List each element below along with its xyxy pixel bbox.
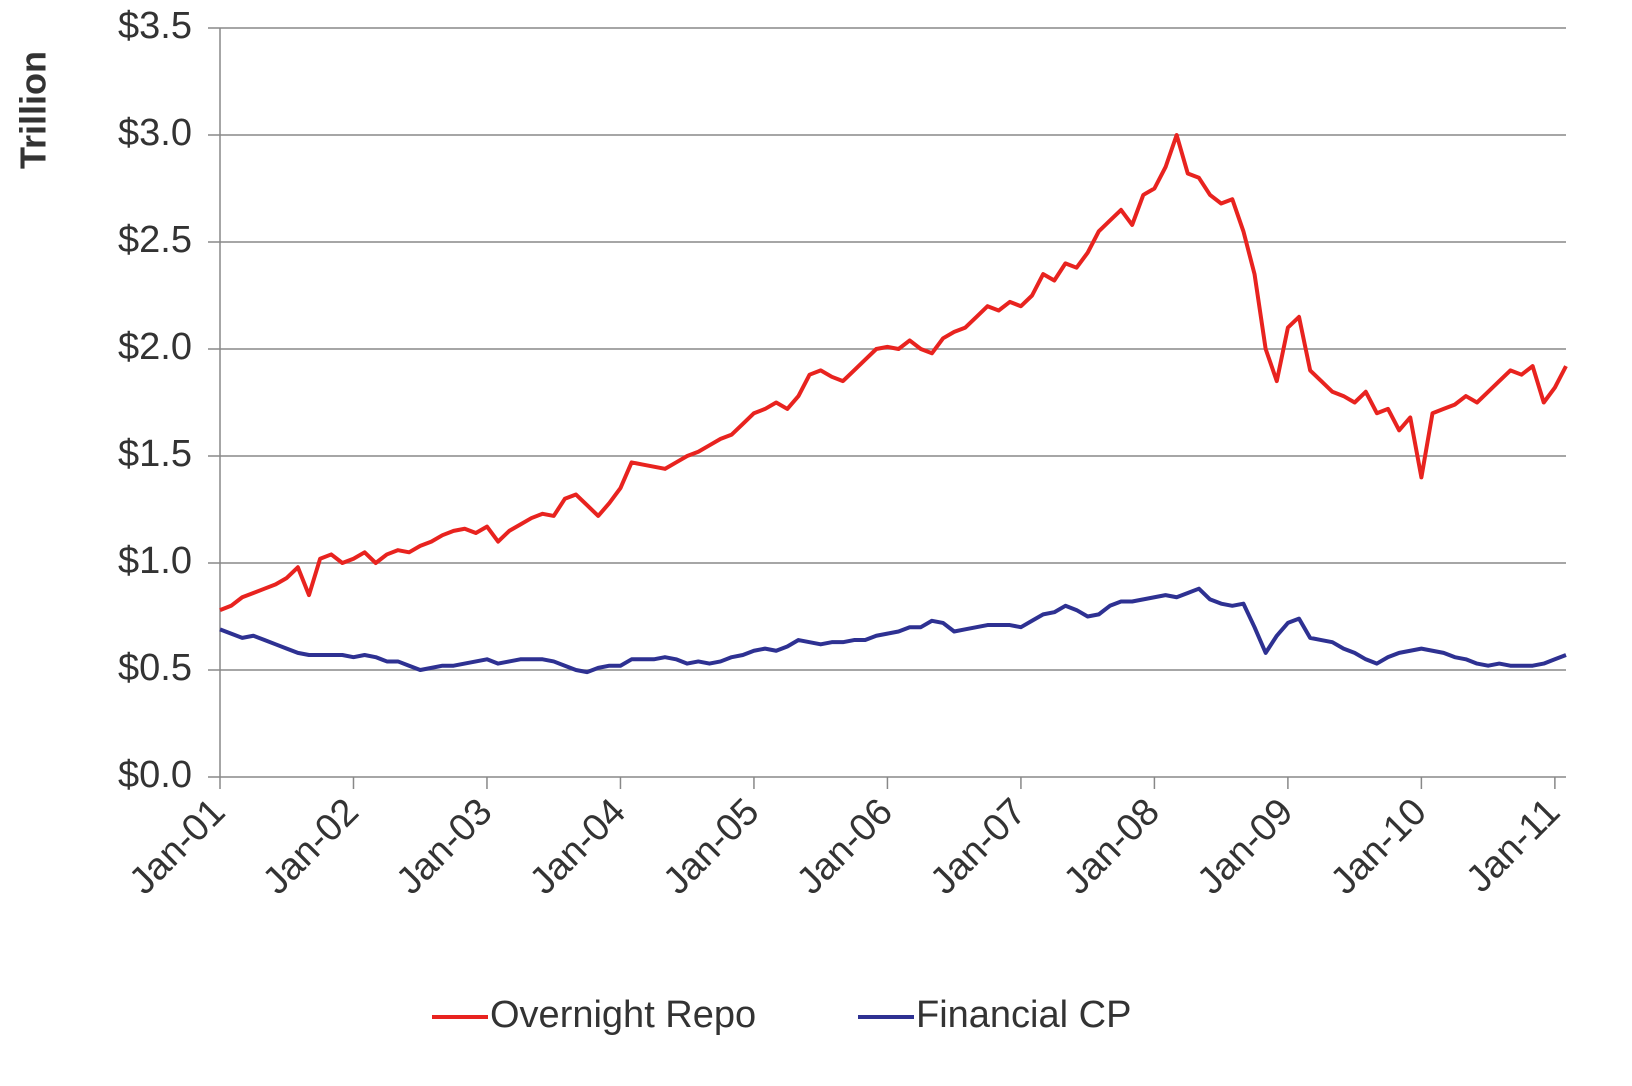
y-tick-label: $1.0	[118, 540, 192, 582]
x-tick-label: Jan-10	[1323, 791, 1435, 903]
x-tick-label: Jan-07	[923, 791, 1035, 903]
x-tick-label: Jan-06	[789, 791, 901, 903]
y-tick-label: $1.5	[118, 433, 192, 475]
y-axis-label: Trillion	[13, 51, 54, 169]
x-tick-label: Jan-11	[1458, 791, 1568, 901]
line-series	[219, 586, 1567, 675]
y-tick-label: $3.0	[118, 112, 192, 154]
y-tick-label: $2.5	[118, 219, 192, 261]
line-series	[219, 133, 1568, 612]
y-tick-label: $0.5	[118, 647, 192, 689]
x-tick-label: Jan-03	[389, 791, 501, 903]
legend-label: Overnight Repo	[490, 994, 756, 1036]
y-tick-label: $0.0	[118, 754, 192, 796]
legend-label: Financial CP	[916, 994, 1131, 1036]
x-tick-label: Jan-04	[522, 791, 634, 903]
x-tick-label: Jan-02	[255, 791, 367, 903]
x-tick-label: Jan-05	[656, 791, 768, 903]
x-tick-label: Jan-09	[1189, 791, 1301, 903]
y-tick-label: $3.5	[118, 5, 192, 47]
y-tick-label: $2.0	[118, 326, 192, 368]
x-tick-label: Jan-08	[1056, 791, 1168, 903]
x-tick-label: Jan-01	[122, 791, 234, 903]
